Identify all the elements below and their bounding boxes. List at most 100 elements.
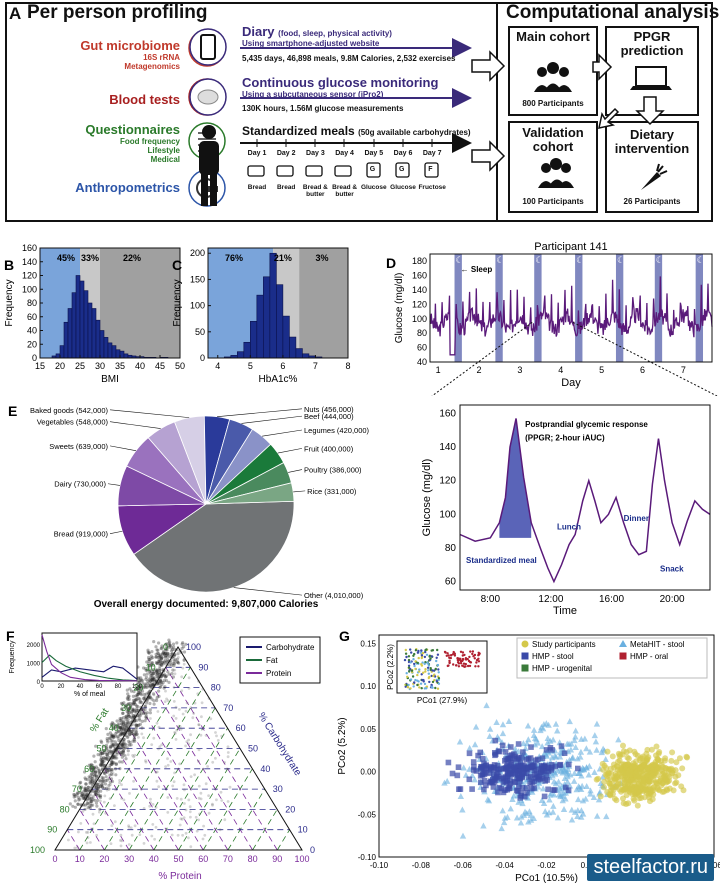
- sample-point: [499, 730, 507, 737]
- inset-point: [436, 648, 439, 652]
- meal-point: [170, 833, 174, 837]
- meal-point: [223, 761, 227, 764]
- sample-point: [622, 761, 629, 768]
- y-axis-label: Glucose (mg/dl): [394, 273, 405, 344]
- meal-point: [105, 748, 109, 752]
- meal-point: [100, 767, 104, 771]
- meal-point: [93, 774, 97, 778]
- meal-point: [116, 746, 120, 750]
- meal-point: [149, 696, 153, 700]
- meal-point: [118, 740, 123, 744]
- x-tick-label: 20:00: [660, 594, 685, 605]
- meal-point: [94, 801, 98, 805]
- inset-point: [429, 667, 432, 670]
- sample-point: [511, 778, 518, 785]
- meal-point: [175, 660, 179, 664]
- meal-point: [185, 740, 189, 743]
- meal-point: [138, 714, 142, 718]
- meal-point: [161, 668, 165, 672]
- meal-point: [118, 733, 122, 737]
- meal-point: [172, 659, 176, 663]
- meal-point: [201, 687, 205, 691]
- hist-bar: [107, 342, 113, 359]
- meal-point: [127, 714, 131, 719]
- meal-point: [171, 652, 175, 656]
- meal-point: [169, 659, 173, 663]
- meal-point: [184, 642, 188, 646]
- meal-point: [170, 648, 175, 652]
- meal-point: [193, 773, 197, 777]
- meal-point: [207, 794, 211, 797]
- sample-point: [614, 763, 621, 770]
- sample-point: [648, 746, 655, 753]
- meal-point: [165, 697, 169, 701]
- meal-point: [115, 724, 120, 728]
- sample-point: [527, 816, 535, 823]
- sample-point: [546, 796, 553, 803]
- meal-point: [90, 796, 94, 801]
- meal-point: [111, 750, 115, 754]
- sample-point: [486, 770, 493, 777]
- sample-point: [501, 814, 509, 821]
- meal-point: [126, 717, 130, 722]
- panel-label: E: [8, 403, 17, 419]
- meal-point: [126, 735, 130, 739]
- meal-point: [147, 659, 151, 663]
- meal-point: [115, 719, 119, 723]
- inset-point: [407, 655, 411, 658]
- y-tick-label: 50: [195, 327, 205, 337]
- inset-point: [409, 687, 412, 690]
- event-label: Dinner: [624, 514, 649, 523]
- meal-point: [168, 640, 172, 644]
- meal-point: [138, 699, 142, 703]
- meal-point: [85, 798, 89, 802]
- sample-point: [550, 778, 558, 785]
- meal-point: [140, 732, 144, 736]
- meal-point: [147, 651, 151, 655]
- meal-point: [160, 743, 164, 747]
- chart-title: Participant 141: [534, 241, 607, 253]
- meal-point: [151, 663, 155, 667]
- meal-point: [79, 803, 83, 807]
- sample-point: [592, 738, 600, 745]
- meal-point: [167, 680, 171, 684]
- meal-point: [118, 751, 122, 755]
- x-tick-label: 45: [155, 361, 165, 371]
- density-curve: [41, 665, 138, 680]
- meal-point: [111, 739, 115, 743]
- panel-c-chart: 76% 21% 3%4 5 6 7 8050100150200HbA1c%Frequency…: [172, 247, 351, 385]
- meal-point: [164, 647, 168, 651]
- y-tick-label: -0.05: [358, 810, 377, 819]
- meal-point: [126, 702, 130, 706]
- meal-point: [113, 820, 117, 824]
- meal-point: [113, 740, 117, 744]
- meal-point: [157, 689, 161, 693]
- meal-point: [118, 767, 122, 771]
- meal-point: [109, 769, 113, 773]
- meal-point: [132, 737, 136, 741]
- meal-point: [226, 755, 230, 759]
- sample-point: [457, 786, 464, 792]
- sample-point: [586, 748, 594, 755]
- inset-point: [473, 657, 476, 660]
- meal-point: [126, 697, 130, 701]
- inset-point: [430, 685, 433, 688]
- meal-point: [129, 729, 133, 733]
- x-tick-label: -0.04: [496, 861, 515, 870]
- meal-point: [89, 841, 92, 844]
- meal-point: [113, 723, 117, 727]
- sample-point: [515, 798, 522, 805]
- sample-point: [459, 806, 466, 813]
- meal-point: [157, 678, 161, 682]
- meal-point: [149, 717, 152, 720]
- sample-point: [552, 763, 559, 770]
- meal-point: [99, 756, 103, 760]
- meal-point: [150, 682, 154, 686]
- meal-point: [145, 685, 149, 689]
- y-tick-label: 60: [445, 577, 457, 588]
- meal-point: [128, 733, 132, 737]
- meal-point: [118, 760, 122, 764]
- panel-d-chart: ☾ ☾ ☾ ☾ ☾ ☾ ☾1 2 3 4 5 6 7406080100120140160180Parti…: [386, 241, 718, 396]
- meal-point: [82, 803, 86, 807]
- diary-title: Diary (food, sleep, physical activity): [242, 24, 392, 39]
